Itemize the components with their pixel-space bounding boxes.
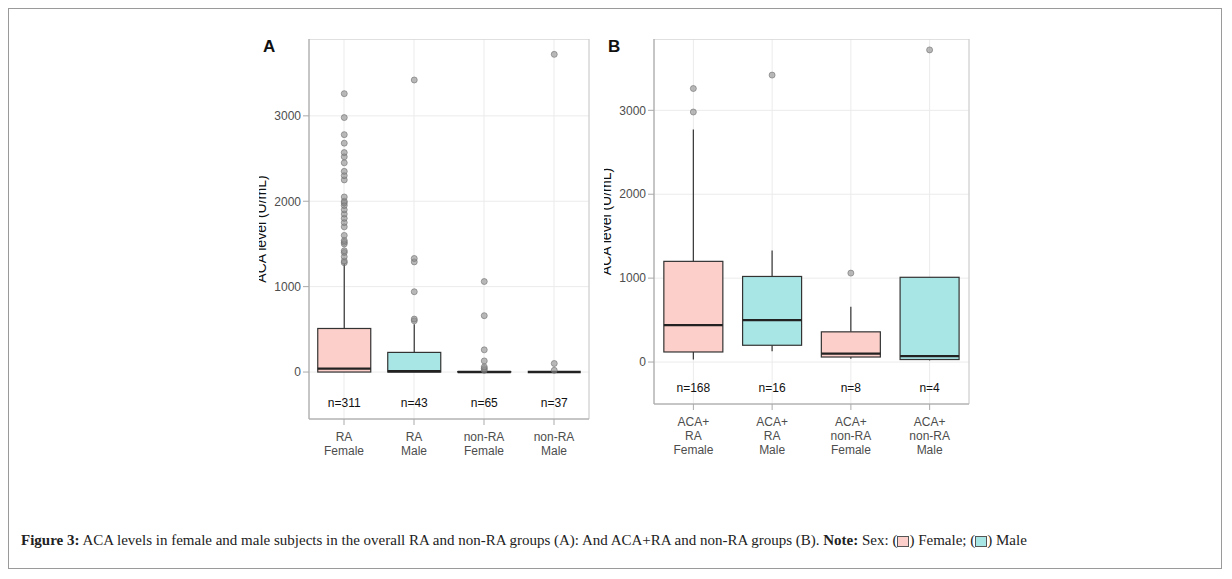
svg-text:non-RA: non-RA [464, 430, 505, 444]
svg-text:non-RA: non-RA [909, 429, 950, 443]
html-text:Figure 3: ACA levels in female: Figure 3: ACA levels in female and male … [21, 532, 898, 548]
svg-text:Male: Male [759, 443, 785, 457]
svg-text:RA: RA [764, 429, 781, 443]
svg-text:n=65: n=65 [471, 396, 498, 410]
svg-text:n=168: n=168 [676, 381, 710, 395]
svg-text:0: 0 [294, 365, 301, 379]
svg-text:n=43: n=43 [401, 396, 428, 410]
svg-text:Male: Male [917, 443, 943, 457]
svg-text:ACA level (U/mL): ACA level (U/mL) [259, 175, 269, 282]
html-text:) Female; (: ) Female; ( [909, 532, 976, 548]
svg-text:Female: Female [324, 444, 364, 458]
svg-text:n=16: n=16 [759, 381, 786, 395]
svg-text:Male: Male [401, 444, 427, 458]
svg-text:3000: 3000 [619, 104, 646, 118]
svg-text:2000: 2000 [619, 187, 646, 201]
svg-text:Female: Female [673, 443, 713, 457]
svg-text:n=8: n=8 [841, 381, 862, 395]
svg-text:n=37: n=37 [541, 396, 568, 410]
html-text:) Male: ) Male [987, 532, 1027, 548]
svg-text:1000: 1000 [274, 280, 301, 294]
svg-text:RA: RA [685, 429, 702, 443]
svg-text:ACA+: ACA+ [914, 415, 946, 429]
svg-text:Male: Male [541, 444, 567, 458]
html-text:B: B [608, 37, 621, 56]
svg-text:3000: 3000 [274, 109, 301, 123]
svg-text:non-RA: non-RA [831, 429, 872, 443]
svg-text:n=311: n=311 [328, 396, 361, 410]
svg-text:1000: 1000 [619, 271, 646, 285]
svg-text:RA: RA [406, 430, 423, 444]
svg-text:ACA level (U/mL): ACA level (U/mL) [604, 168, 614, 275]
svg-text:ACA+: ACA+ [678, 415, 710, 429]
svg-text:non-RA: non-RA [534, 430, 575, 444]
svg-text:RA: RA [336, 430, 353, 444]
svg-text:Female: Female [831, 443, 871, 457]
svg-text:0: 0 [639, 355, 646, 369]
html-text:A: A [263, 37, 276, 56]
svg-text:Female: Female [464, 444, 504, 458]
svg-text:n=4: n=4 [919, 381, 940, 395]
svg-text:2000: 2000 [274, 195, 301, 209]
svg-text:ACA+: ACA+ [835, 415, 867, 429]
svg-text:ACA+: ACA+ [756, 415, 788, 429]
